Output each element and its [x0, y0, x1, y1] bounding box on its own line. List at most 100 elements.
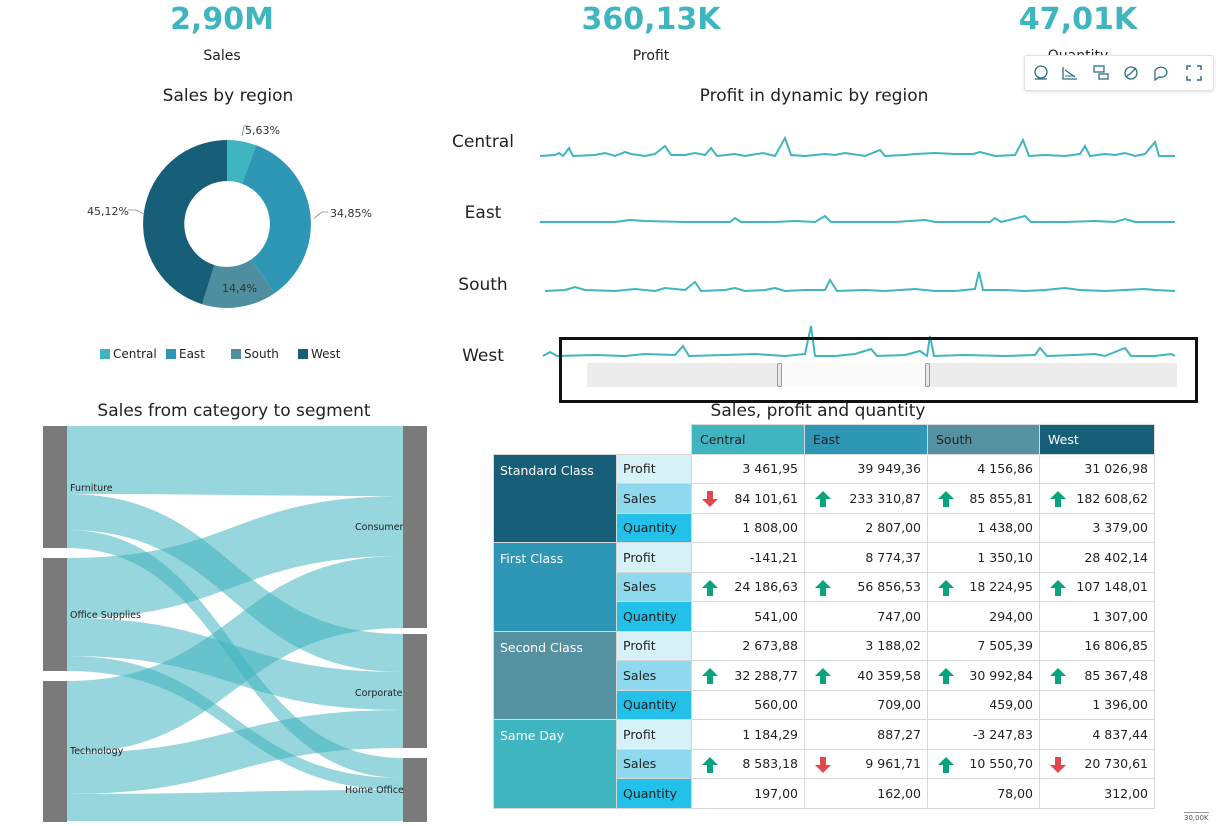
table-cell: 78,00 — [927, 778, 1040, 809]
table-cell: 32 288,77 — [691, 660, 805, 691]
arrow-up-icon — [938, 491, 954, 507]
sankey-node-corporate[interactable] — [403, 634, 427, 748]
sparkline-east[interactable] — [540, 214, 1175, 224]
row-group-label[interactable]: Standard Class — [493, 453, 617, 543]
cell-value: 24 186,63 — [734, 579, 798, 595]
sankey-label-home-office: Home Office — [345, 785, 404, 796]
table-cell: 28 402,14 — [1039, 542, 1155, 573]
measure-label: Sales — [616, 660, 692, 691]
measure-label: Quantity — [616, 512, 692, 543]
table-cell: 1 438,00 — [927, 512, 1040, 543]
cell-value: 85 367,48 — [1084, 667, 1148, 683]
sankey-node-technology[interactable] — [43, 681, 67, 822]
sankey-link-office-home-office[interactable] — [67, 656, 403, 790]
donut-slice-west[interactable] — [143, 140, 227, 305]
cell-value: 107 148,01 — [1076, 579, 1148, 595]
kpi-profit-label: Profit — [632, 48, 670, 64]
sankey-link-office-consumer[interactable] — [67, 496, 403, 618]
donut-slice-south[interactable] — [202, 259, 275, 308]
arrow-up-icon — [815, 491, 831, 507]
table-cell: 40 359,58 — [804, 660, 928, 691]
sankey-node-home-office[interactable] — [403, 758, 427, 822]
table-cell: 4 837,44 — [1039, 719, 1155, 750]
table-cell: 1 307,00 — [1039, 601, 1155, 632]
legend-item-east[interactable]: East — [166, 347, 205, 361]
sparkline-south[interactable] — [544, 271, 1176, 293]
fullscreen-icon[interactable] — [1185, 64, 1203, 82]
sankey-node-consumer[interactable] — [403, 426, 427, 628]
table-row: Quantity 541,00 747,00 294,00 1 307,00 — [494, 601, 1155, 632]
cell-value: 56 856,53 — [857, 579, 921, 595]
legend-item-west[interactable]: West — [298, 347, 341, 361]
table-cell: 56 856,53 — [804, 571, 928, 602]
donut-label-central: 5,63% — [245, 124, 280, 137]
row-group-label[interactable]: Second Class — [493, 630, 617, 720]
donut-slice-central[interactable] — [227, 140, 257, 184]
col-header-south[interactable]: South — [927, 424, 1040, 455]
measure-label: Sales — [616, 571, 692, 602]
sparkline-central[interactable] — [539, 135, 1175, 158]
cell-value: 2 673,88 — [742, 638, 798, 654]
sankey-link-technology-home-office[interactable] — [67, 790, 403, 821]
cell-value: 2 807,00 — [865, 520, 921, 536]
cell-value: 887,27 — [877, 726, 921, 742]
sales-by-region-title: Sales by region — [162, 86, 294, 106]
cell-value: 3 188,02 — [865, 638, 921, 654]
donut-slice-east[interactable] — [242, 145, 311, 294]
legend-item-south[interactable]: South — [231, 347, 279, 361]
table-cell: 3 379,00 — [1039, 512, 1155, 543]
table-cell: 24 186,63 — [691, 571, 805, 602]
cell-value: 1 438,00 — [977, 520, 1033, 536]
cell-value: 20 730,61 — [1084, 756, 1148, 772]
cell-value: 312,00 — [1104, 785, 1148, 801]
table-cell: 31 026,98 — [1039, 453, 1155, 484]
spark-label-south: South — [458, 275, 508, 295]
table-cell: 85 367,48 — [1039, 660, 1155, 691]
table-row: First Class Profit -141,21 8 774,37 1 350,10… — [493, 542, 1155, 632]
col-header-east[interactable]: East — [804, 424, 928, 455]
kpi-profit-value: 360,13K — [581, 2, 721, 37]
table-cell: 85 855,81 — [927, 483, 1040, 514]
table-row: Second Class Profit 2 673,88 3 188,02 7 505,… — [493, 630, 1155, 720]
table-cell: -3 247,83 — [927, 719, 1040, 750]
cell-value: 162,00 — [877, 785, 921, 801]
table-cell: 4 156,86 — [927, 453, 1040, 484]
sankey-label-office-supplies: Office Supplies — [70, 610, 141, 621]
col-header-central[interactable]: Central — [691, 424, 805, 455]
cell-value: 40 359,58 — [857, 667, 921, 683]
cell-value: 7 505,39 — [977, 638, 1033, 654]
drill-icon[interactable] — [1092, 64, 1110, 82]
legend-item-central[interactable]: Central — [100, 347, 157, 361]
range-slider-handle-left[interactable] — [777, 363, 782, 387]
range-slider-handle-right[interactable] — [925, 363, 930, 387]
sparkline-west[interactable] — [542, 325, 1176, 358]
cell-value: 459,00 — [989, 697, 1033, 713]
cell-value: 709,00 — [877, 697, 921, 713]
cell-value: 31 026,98 — [1084, 461, 1148, 477]
cell-value: 3 379,00 — [1092, 520, 1148, 536]
arrow-up-icon — [1050, 579, 1066, 596]
donut-label-south: 14,4% — [222, 282, 257, 295]
sankey-label-furniture: Furniture — [70, 483, 113, 494]
filter-icon[interactable] — [1122, 64, 1140, 82]
range-slider-window[interactable] — [780, 363, 928, 387]
measure-label: Profit — [616, 630, 692, 661]
kpi-sales-label: Sales — [203, 48, 241, 64]
table-cell: 107 148,01 — [1039, 571, 1155, 602]
row-group-label[interactable]: First Class — [493, 542, 617, 632]
measure-label: Profit — [616, 453, 692, 484]
sankey-link-technology-consumer[interactable] — [67, 556, 403, 753]
arrow-down-icon — [815, 756, 831, 773]
sankey-node-furniture[interactable] — [43, 426, 67, 548]
arrow-up-icon — [702, 668, 718, 684]
sankey-link-furniture-consumer[interactable] — [67, 426, 403, 496]
row-group-label[interactable]: Same Day — [493, 719, 617, 809]
sankey-link-technology-corporate[interactable] — [67, 710, 403, 794]
export-icon[interactable] — [1032, 64, 1050, 82]
comment-icon[interactable] — [1152, 64, 1170, 82]
sankey-node-office-supplies[interactable] — [43, 558, 67, 671]
chart-type-icon[interactable] — [1061, 64, 1079, 82]
arrow-down-icon — [702, 491, 718, 507]
col-header-west[interactable]: West — [1039, 424, 1155, 455]
table-cell: 84 101,61 — [691, 483, 805, 514]
